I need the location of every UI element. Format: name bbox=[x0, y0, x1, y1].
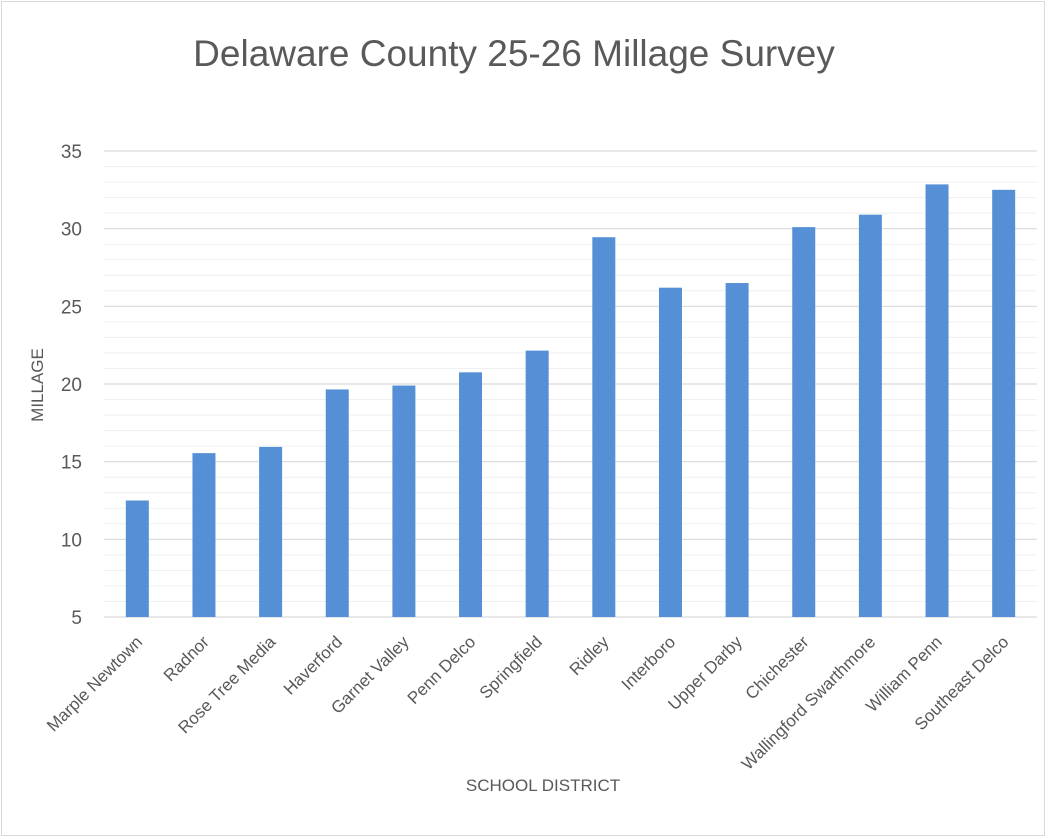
x-axis-label: SCHOOL DISTRICT bbox=[466, 776, 620, 795]
bar bbox=[925, 184, 949, 617]
bar bbox=[858, 214, 882, 618]
bar bbox=[392, 385, 416, 617]
bar bbox=[992, 189, 1016, 618]
x-tick-label: Interboro bbox=[618, 632, 680, 694]
y-tick-label: 10 bbox=[61, 530, 82, 551]
bar bbox=[125, 500, 149, 617]
bar bbox=[658, 287, 682, 617]
x-tick-label: Springfield bbox=[476, 632, 546, 702]
chart-title: Delaware County 25-26 Millage Survey bbox=[193, 33, 835, 74]
gridlines bbox=[104, 150, 1037, 618]
y-tick-label: 5 bbox=[71, 608, 82, 629]
y-tick-label: 15 bbox=[61, 453, 82, 474]
x-tick-label: Marple Newtown bbox=[43, 632, 146, 735]
bar bbox=[792, 227, 816, 617]
bar bbox=[325, 389, 349, 617]
bar bbox=[259, 446, 283, 617]
y-tick-label: 35 bbox=[61, 142, 82, 163]
bar bbox=[459, 372, 483, 617]
x-tick-label: Chichester bbox=[742, 632, 813, 703]
y-tick-label: 30 bbox=[61, 220, 82, 241]
bar bbox=[592, 237, 616, 617]
x-tick-label: Haverford bbox=[280, 632, 346, 698]
y-tick-labels: 5 10 15 20 25 30 35 bbox=[61, 142, 82, 629]
bar bbox=[525, 350, 549, 617]
x-tick-label: Penn Delco bbox=[404, 632, 480, 708]
y-tick-label: 20 bbox=[61, 375, 82, 396]
x-tick-label: Radnor bbox=[160, 632, 213, 685]
bar bbox=[192, 453, 216, 617]
x-tick-label: Ridley bbox=[566, 632, 613, 679]
bar bbox=[725, 283, 749, 617]
y-tick-label: 25 bbox=[61, 297, 82, 318]
bars bbox=[125, 184, 1016, 618]
y-axis-label: MILLAGE bbox=[28, 348, 47, 422]
x-tick-label: Wallingford Swarthmore bbox=[738, 632, 879, 773]
